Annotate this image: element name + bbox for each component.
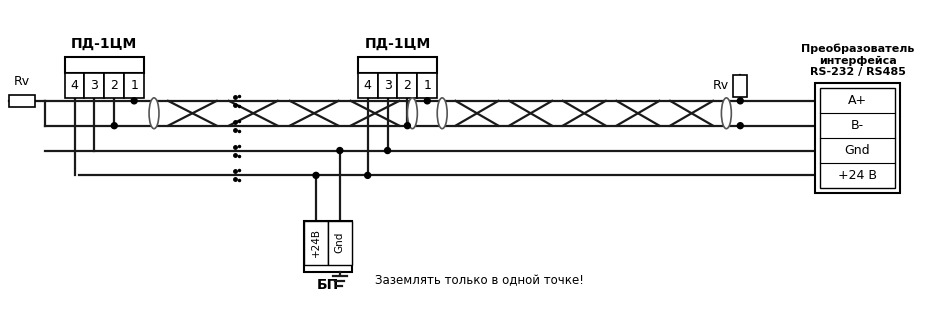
Circle shape xyxy=(365,172,370,178)
Text: +24В: +24В xyxy=(311,228,321,257)
Text: Gnd: Gnd xyxy=(845,144,870,157)
Bar xyxy=(304,220,328,264)
Bar xyxy=(124,72,144,98)
Ellipse shape xyxy=(721,98,732,129)
Bar xyxy=(733,75,747,97)
Circle shape xyxy=(384,147,391,154)
Text: Заземлять только в одной точке!: Заземлять только в одной точке! xyxy=(375,274,583,287)
Bar xyxy=(397,72,418,98)
Text: 4: 4 xyxy=(70,79,79,92)
Text: 2: 2 xyxy=(404,79,411,92)
Text: B-: B- xyxy=(851,119,864,132)
Text: Gnd: Gnd xyxy=(335,232,344,253)
Bar xyxy=(418,72,437,98)
Bar xyxy=(378,72,397,98)
Bar xyxy=(65,57,144,72)
Circle shape xyxy=(424,98,431,104)
Bar xyxy=(9,95,35,107)
Text: +24 B: +24 B xyxy=(838,169,877,182)
Text: 4: 4 xyxy=(364,79,371,92)
Circle shape xyxy=(337,147,343,154)
Bar xyxy=(820,88,895,188)
Bar xyxy=(65,72,84,98)
Text: Rv: Rv xyxy=(713,79,730,92)
Text: 1: 1 xyxy=(131,79,138,92)
Text: ПД-1ЦМ: ПД-1ЦМ xyxy=(71,37,137,51)
Text: 2: 2 xyxy=(110,79,119,92)
Bar xyxy=(357,57,437,72)
Bar xyxy=(304,220,352,272)
Ellipse shape xyxy=(149,98,159,129)
Text: Rv: Rv xyxy=(14,75,30,88)
Bar xyxy=(815,83,900,193)
Text: Преобразователь
интерфейса
RS-232 / RS485: Преобразователь интерфейса RS-232 / RS48… xyxy=(801,44,914,77)
Text: ПД-1ЦМ: ПД-1ЦМ xyxy=(364,37,431,51)
Text: A+: A+ xyxy=(848,94,867,107)
Bar xyxy=(105,72,124,98)
Text: БП: БП xyxy=(317,278,339,292)
Bar xyxy=(328,220,352,264)
Bar xyxy=(84,72,105,98)
Text: 3: 3 xyxy=(91,79,98,92)
Ellipse shape xyxy=(407,98,418,129)
Circle shape xyxy=(131,98,137,104)
Circle shape xyxy=(313,172,319,178)
Ellipse shape xyxy=(437,98,447,129)
Text: 3: 3 xyxy=(383,79,392,92)
Circle shape xyxy=(737,123,744,129)
Circle shape xyxy=(737,98,744,104)
Text: 1: 1 xyxy=(423,79,432,92)
Bar xyxy=(357,72,378,98)
Circle shape xyxy=(111,123,118,129)
Circle shape xyxy=(405,123,410,129)
